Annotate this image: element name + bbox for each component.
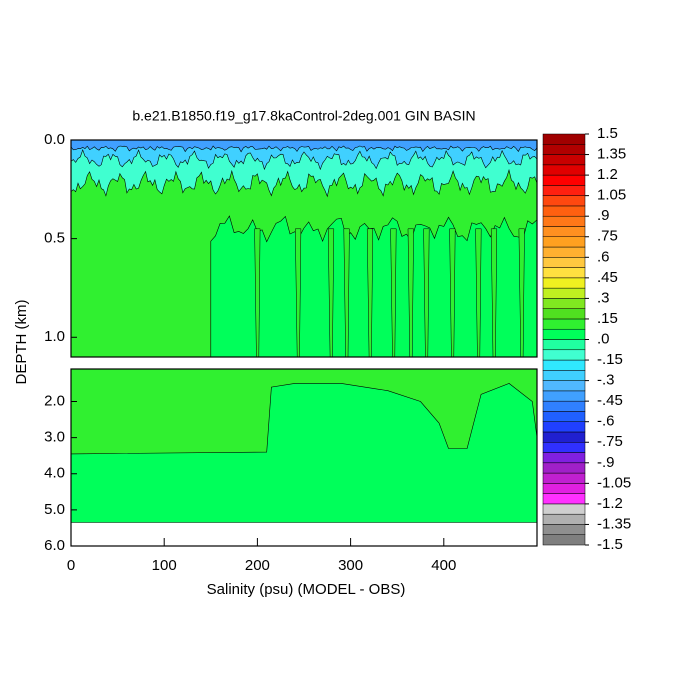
- contour-streak: [366, 228, 374, 357]
- contour-region: [71, 369, 537, 455]
- colorbar-label: .3: [597, 289, 610, 306]
- colorbar-band: [542, 411, 586, 422]
- panel-0: [71, 140, 537, 357]
- colorbar-label: -1.05: [597, 474, 631, 491]
- panel-frame: [70, 368, 538, 547]
- y-tick-label: 0.0: [44, 131, 65, 148]
- colorbar-band: [542, 503, 586, 515]
- colorbar-band: [542, 328, 586, 340]
- colorbar-band: [542, 154, 586, 166]
- colorbar-label: -.9: [597, 454, 615, 471]
- colorbar-band: [542, 421, 586, 433]
- colorbar-band: [542, 318, 586, 330]
- contour-streak: [423, 228, 430, 357]
- y-tick-label: 2.0: [44, 392, 65, 409]
- colorbar-label: 1.35: [597, 146, 626, 163]
- colorbar-label: .15: [597, 310, 618, 327]
- colorbar-label: .0: [597, 330, 610, 347]
- contour-streak: [475, 228, 482, 357]
- colorbar-band: [542, 246, 586, 258]
- colorbar-band: [542, 308, 586, 320]
- x-tick-label: 300: [338, 557, 363, 574]
- y-tick-label: 5.0: [44, 501, 65, 518]
- colorbar-label: .75: [597, 228, 618, 245]
- colorbar-band: [542, 267, 586, 279]
- colorbar-label: -1.35: [597, 515, 631, 532]
- colorbar-band: [542, 174, 586, 186]
- colorbar-label: .45: [597, 269, 618, 286]
- colorbar-band: [542, 380, 586, 392]
- colorbar-label: -.75: [597, 433, 623, 450]
- colorbar-band: [542, 133, 586, 145]
- colorbar-band: [542, 257, 586, 268]
- colorbar-band: [542, 400, 586, 412]
- colorbar-band: [542, 513, 586, 525]
- contour-streak: [343, 228, 350, 357]
- colorbar-band: [542, 349, 586, 361]
- colorbar-band: [542, 483, 586, 494]
- colorbar-band: [542, 452, 586, 464]
- colorbar-band: [542, 195, 586, 207]
- contour-streak: [407, 228, 414, 357]
- y-tick-label: 0.5: [44, 230, 65, 247]
- y-tick-label: 6.0: [44, 537, 65, 554]
- contour-streak: [327, 228, 335, 357]
- colorbar-label: -.3: [597, 372, 615, 389]
- colorbar-label: 1.05: [597, 187, 626, 204]
- colorbar-label: -1.2: [597, 495, 623, 512]
- x-tick-label: 0: [67, 557, 75, 574]
- contour-streak: [390, 228, 397, 357]
- contour-streak: [254, 228, 261, 357]
- colorbar-label: -.45: [597, 392, 623, 409]
- colorbar-band: [542, 534, 586, 546]
- contour-streak: [490, 228, 498, 357]
- chart-title: b.e21.B1850.f19_g17.8kaControl-2deg.001 …: [132, 108, 475, 124]
- colorbar-band: [542, 472, 586, 484]
- colorbar-band: [542, 431, 586, 443]
- colorbar-band: [542, 277, 586, 289]
- colorbar-label: .9: [597, 207, 610, 224]
- y-axis-label: DEPTH (km): [13, 300, 30, 385]
- colorbar-band: [542, 390, 586, 402]
- x-tick-label: 400: [431, 557, 456, 574]
- colorbar-label: 1.5: [597, 125, 618, 142]
- colorbar-label: -.6: [597, 413, 615, 430]
- colorbar-label: 1.2: [597, 166, 618, 183]
- x-axis-label: Salinity (psu) (MODEL - OBS): [207, 581, 406, 598]
- colorbar-label: -.15: [597, 351, 623, 368]
- y-tick-label: 3.0: [44, 429, 65, 446]
- panel-frame: [70, 139, 538, 358]
- panel-1: [71, 369, 537, 523]
- colorbar-band: [542, 164, 586, 176]
- colorbar-band: [542, 144, 586, 155]
- colorbar-band: [542, 287, 586, 299]
- colorbar-band: [542, 215, 586, 227]
- x-tick-label: 100: [152, 557, 177, 574]
- contour-region: [71, 140, 537, 153]
- colorbar-label: .6: [597, 248, 610, 265]
- colorbar-band: [542, 442, 586, 453]
- contour-streak: [518, 228, 525, 357]
- colorbar-band: [542, 462, 586, 474]
- y-tick-label: 4.0: [44, 465, 65, 482]
- colorbar-band: [542, 370, 586, 381]
- colorbar-band: [542, 236, 586, 248]
- colorbar-band: [542, 359, 586, 371]
- x-tick-label: 200: [245, 557, 270, 574]
- colorbar-band: [542, 226, 586, 238]
- colorbar-band: [542, 185, 586, 196]
- colorbar-label: -1.5: [597, 536, 623, 553]
- colorbar-band: [542, 493, 586, 505]
- contour-streak: [449, 228, 456, 357]
- y-tick-label: 1.0: [44, 328, 65, 345]
- colorbar-band: [542, 298, 586, 309]
- contour-region: [210, 215, 537, 357]
- colorbar-band: [542, 339, 586, 351]
- contour-streak: [295, 228, 302, 357]
- colorbar-band: [542, 524, 586, 535]
- colorbar-band: [542, 205, 586, 217]
